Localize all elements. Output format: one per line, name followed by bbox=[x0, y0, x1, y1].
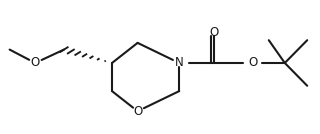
Text: O: O bbox=[31, 56, 40, 70]
Text: O: O bbox=[248, 56, 257, 70]
Text: O: O bbox=[133, 105, 142, 118]
Text: O: O bbox=[210, 26, 219, 39]
Text: N: N bbox=[175, 56, 184, 70]
